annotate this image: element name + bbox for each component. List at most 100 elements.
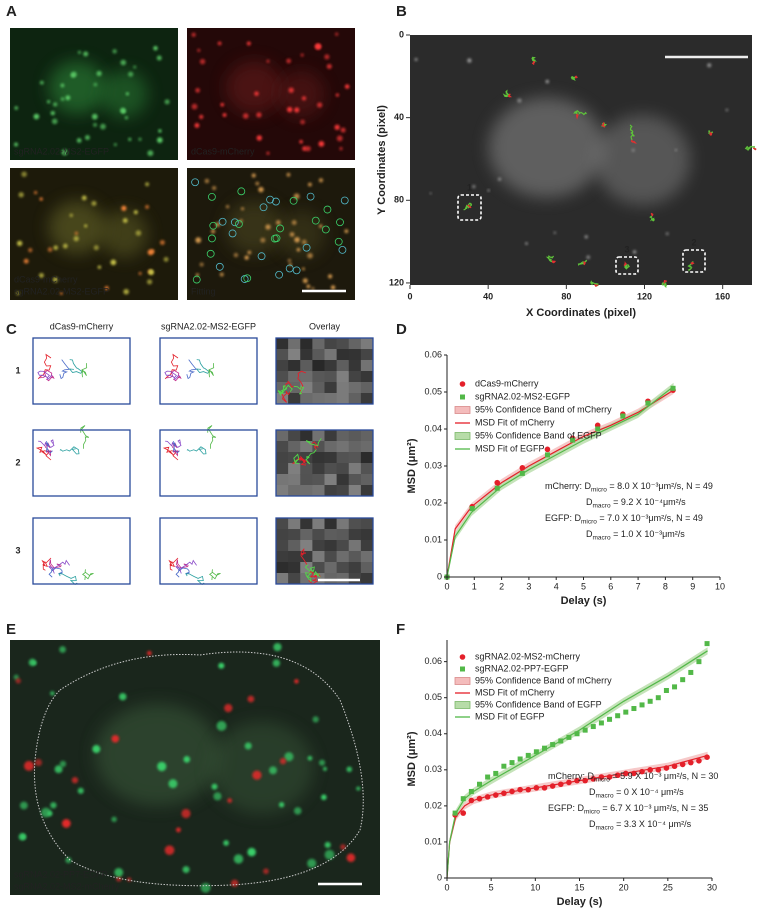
track	[293, 453, 300, 464]
track	[575, 113, 579, 120]
track	[663, 279, 667, 284]
data-point	[452, 810, 458, 816]
spot	[334, 32, 339, 36]
spot	[553, 231, 557, 235]
annotation: mCherry: Dmicro = 8.0 X 10⁻³μm²/s, N = 4…	[545, 481, 713, 493]
spot	[59, 760, 67, 768]
track	[304, 564, 315, 573]
fit-line	[446, 385, 674, 578]
data-point	[680, 677, 686, 683]
track	[49, 559, 62, 571]
spot	[157, 761, 167, 772]
pixel	[324, 382, 338, 394]
data-point	[558, 738, 564, 744]
data-point	[494, 485, 500, 491]
row-label: 3	[15, 545, 20, 555]
data-point	[623, 709, 629, 715]
nucleus-glow	[488, 97, 605, 198]
box-border	[32, 517, 131, 585]
spot	[149, 269, 153, 274]
spot	[340, 844, 346, 850]
spot	[429, 192, 432, 195]
pixel	[324, 518, 338, 530]
spot	[19, 801, 28, 810]
track	[307, 570, 321, 578]
pixel	[336, 371, 350, 383]
x-tick-label: 30	[707, 882, 717, 892]
y-tick-label: 0	[399, 29, 404, 39]
spot	[183, 756, 191, 763]
track	[577, 259, 588, 266]
pixel	[312, 485, 325, 497]
annotation-part: micro	[591, 486, 607, 493]
pixel	[276, 573, 289, 585]
data-point	[492, 792, 499, 798]
track	[208, 569, 221, 581]
data-point	[595, 426, 601, 432]
spot	[119, 692, 127, 701]
fit-circle	[228, 229, 237, 238]
spot	[487, 189, 490, 192]
track-box	[33, 430, 130, 496]
spot	[340, 127, 346, 133]
spot	[93, 82, 98, 87]
spot	[100, 123, 106, 130]
pixel	[324, 441, 338, 453]
spot	[302, 146, 307, 151]
x-tick-label: 120	[637, 291, 652, 301]
track	[467, 204, 472, 209]
y-tick-label: 0	[437, 571, 442, 581]
fit-circle	[192, 275, 201, 284]
spot	[497, 177, 502, 181]
data-point	[670, 385, 676, 391]
pixel	[348, 463, 362, 475]
pixel	[288, 393, 301, 405]
pixel	[336, 430, 350, 442]
data-point	[606, 774, 613, 780]
roi-box	[682, 249, 706, 273]
spot	[287, 258, 292, 263]
roi-label: 1	[467, 182, 472, 192]
spot	[50, 111, 55, 116]
spot	[335, 93, 340, 97]
track	[293, 385, 305, 395]
spot	[112, 49, 117, 54]
pixel	[276, 474, 289, 486]
spot	[326, 63, 332, 69]
spot	[307, 182, 312, 187]
spot	[301, 239, 307, 245]
y-tick-label: 80	[394, 195, 404, 205]
spot	[111, 734, 120, 743]
fit-circle	[336, 218, 344, 227]
spot	[120, 59, 127, 66]
pixel	[312, 518, 325, 530]
row-label: 1	[15, 365, 20, 375]
micrograph	[410, 35, 752, 285]
panel-label: D	[396, 321, 407, 338]
fit-circle	[191, 178, 200, 187]
pixel	[288, 371, 301, 383]
spot	[164, 99, 170, 105]
spot	[252, 770, 262, 780]
pixel	[276, 562, 289, 574]
spot	[123, 288, 129, 295]
data-point	[574, 731, 580, 737]
pixel	[300, 441, 313, 453]
annotation-part: EGFP: D	[545, 513, 582, 523]
spot	[278, 802, 285, 808]
pixel	[348, 518, 362, 530]
spot	[163, 256, 169, 262]
nucleus-glow	[225, 61, 283, 114]
annotation: Dmacro = 3.3 X 10⁻⁴ μm²/s	[589, 819, 692, 831]
track	[80, 425, 90, 449]
pixel	[300, 360, 313, 372]
spot	[307, 858, 317, 869]
pixel	[336, 452, 350, 464]
spot	[294, 679, 299, 684]
track	[752, 147, 757, 151]
spot	[84, 224, 88, 228]
x-tick-label: 10	[530, 882, 540, 892]
data-point	[517, 786, 523, 793]
spot	[219, 272, 224, 277]
spot	[91, 200, 97, 206]
